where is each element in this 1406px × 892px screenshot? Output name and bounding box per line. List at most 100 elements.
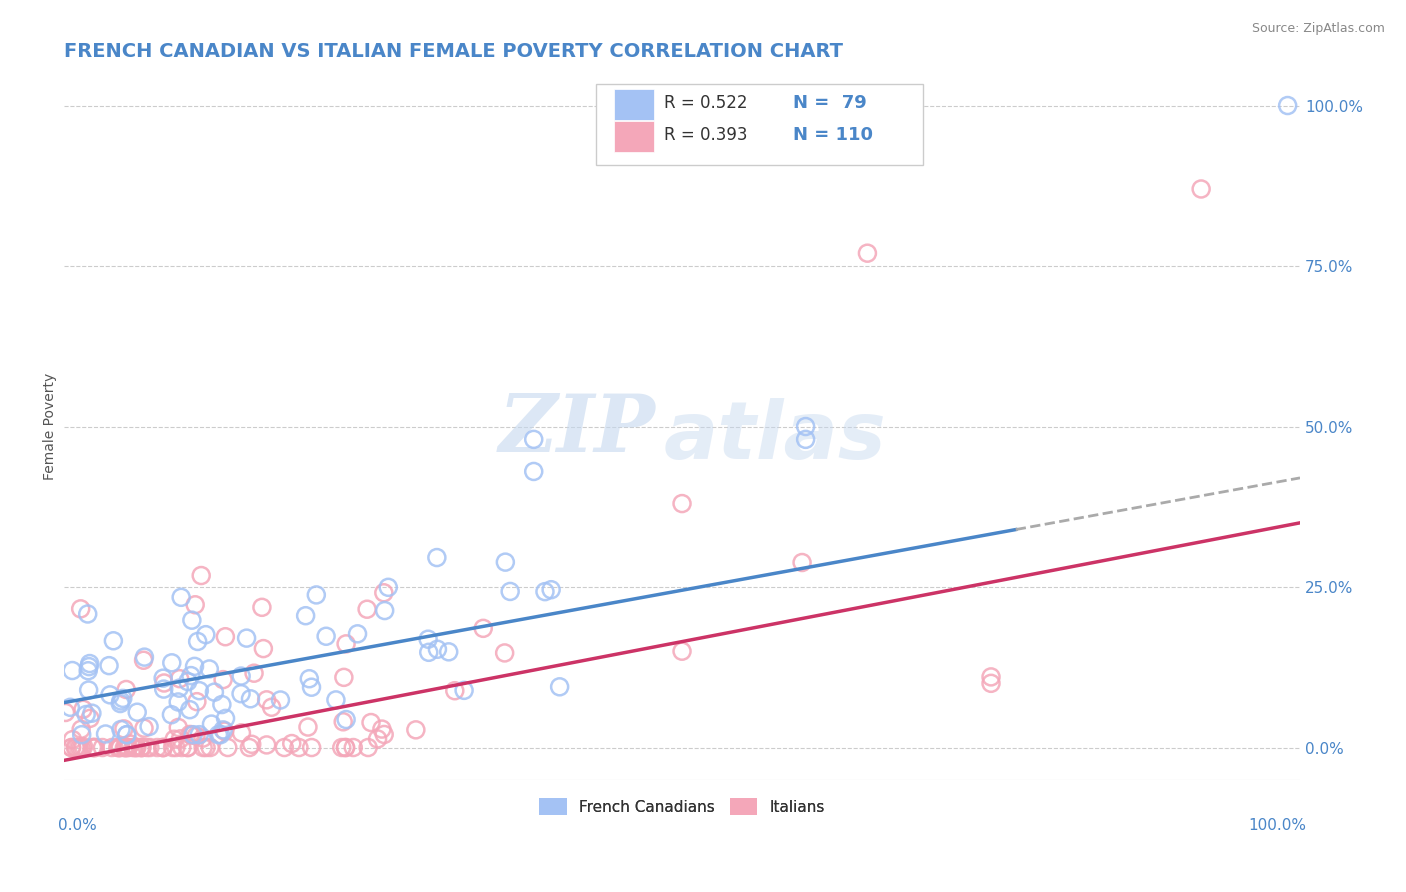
Point: [301, 740, 323, 755]
Point: [181, 728, 204, 742]
Text: N = 110: N = 110: [793, 126, 873, 144]
Point: [207, 728, 229, 742]
Point: [1277, 98, 1299, 112]
Point: [170, 740, 193, 755]
Point: [114, 740, 136, 755]
Point: [240, 737, 263, 751]
Point: [273, 740, 295, 755]
Point: [60, 740, 83, 755]
Point: [180, 613, 202, 627]
Point: [177, 740, 200, 755]
Text: atlas: atlas: [664, 398, 886, 476]
Point: [371, 722, 394, 736]
Point: [67, 740, 90, 755]
Point: [117, 740, 139, 755]
Point: [152, 740, 174, 755]
Point: [260, 700, 283, 714]
Point: [184, 598, 207, 612]
Text: R = 0.522: R = 0.522: [664, 94, 747, 112]
Point: [335, 713, 357, 727]
Point: [72, 739, 94, 754]
Text: 100.0%: 100.0%: [1249, 819, 1306, 833]
Point: [180, 668, 202, 682]
Point: [60, 740, 83, 755]
Point: [75, 707, 97, 722]
Point: [127, 705, 149, 719]
Point: [288, 740, 311, 755]
Point: [77, 664, 100, 678]
Point: [125, 740, 148, 755]
Point: [330, 740, 353, 755]
Point: [169, 672, 191, 686]
Point: [231, 669, 253, 683]
Point: [162, 740, 184, 755]
Point: [70, 740, 93, 755]
Point: [124, 740, 146, 755]
Point: [212, 723, 235, 737]
Point: [167, 681, 190, 696]
Point: [82, 740, 104, 755]
Point: [540, 582, 562, 597]
Point: [209, 728, 232, 742]
Point: [65, 740, 87, 755]
Point: [294, 608, 316, 623]
Point: [55, 706, 77, 720]
Point: [211, 698, 233, 712]
Text: Source: ZipAtlas.com: Source: ZipAtlas.com: [1251, 22, 1385, 36]
Point: [256, 693, 278, 707]
Point: [235, 631, 257, 645]
Point: [183, 659, 205, 673]
Point: [110, 697, 132, 711]
Point: [367, 731, 389, 746]
Point: [112, 722, 135, 736]
Point: [108, 740, 131, 755]
Point: [256, 738, 278, 752]
Point: [494, 646, 516, 660]
Point: [200, 717, 222, 731]
Point: [131, 740, 153, 755]
Point: [342, 740, 364, 755]
Point: [238, 740, 260, 755]
Point: [191, 740, 214, 755]
Point: [167, 695, 190, 709]
Point: [418, 632, 440, 647]
Point: [499, 584, 522, 599]
Point: [72, 702, 94, 716]
Point: [152, 682, 174, 697]
Point: [70, 728, 93, 742]
Point: [169, 731, 191, 746]
Point: [180, 728, 202, 742]
Point: [214, 630, 236, 644]
Point: [190, 568, 212, 582]
Point: [298, 672, 321, 686]
Point: [198, 662, 221, 676]
Point: [373, 586, 395, 600]
Text: FRENCH CANADIAN VS ITALIAN FEMALE POVERTY CORRELATION CHART: FRENCH CANADIAN VS ITALIAN FEMALE POVERT…: [65, 42, 844, 61]
Point: [214, 724, 236, 739]
Point: [63, 740, 86, 755]
Point: [472, 621, 495, 635]
Point: [115, 740, 138, 755]
Point: [170, 591, 193, 605]
Point: [179, 703, 201, 717]
Point: [790, 556, 813, 570]
Point: [281, 737, 304, 751]
Point: [252, 641, 274, 656]
Point: [335, 740, 357, 755]
Point: [239, 691, 262, 706]
Point: [82, 740, 104, 755]
Point: [333, 670, 356, 684]
Point: [426, 642, 449, 657]
Point: [186, 695, 208, 709]
Point: [357, 740, 380, 755]
Point: [229, 687, 252, 701]
Point: [231, 726, 253, 740]
FancyBboxPatch shape: [596, 84, 924, 165]
Point: [794, 419, 817, 434]
Point: [356, 602, 378, 616]
Point: [132, 653, 155, 667]
Text: ZIP: ZIP: [499, 392, 655, 469]
FancyBboxPatch shape: [614, 88, 654, 120]
Point: [671, 497, 693, 511]
Y-axis label: Female Poverty: Female Poverty: [44, 373, 58, 480]
